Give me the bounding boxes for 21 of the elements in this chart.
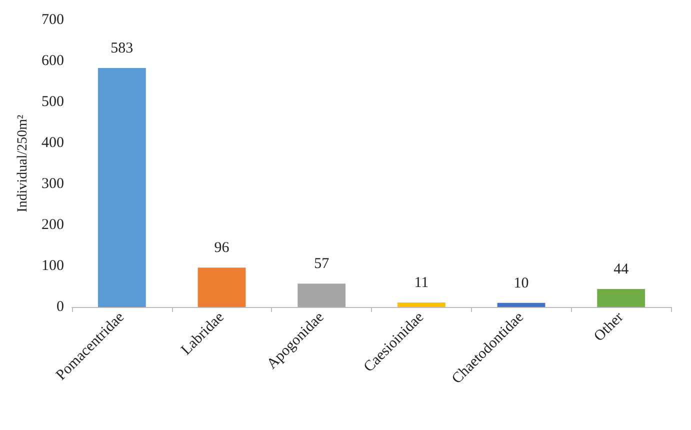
y-tick-label: 400 [42, 135, 64, 151]
y-tick-label: 700 [42, 12, 64, 28]
y-tick-label: 200 [42, 217, 64, 233]
bar [497, 302, 546, 307]
data-label: 583 [110, 40, 134, 56]
bar [597, 288, 646, 307]
data-label: 44 [614, 261, 630, 278]
bar [98, 68, 146, 307]
y-axis-title: Individual/250m² [16, 114, 30, 212]
data-label: 57 [314, 256, 330, 272]
bar [298, 284, 346, 307]
y-tick-label: 500 [42, 94, 64, 110]
y-tick-label: 600 [42, 53, 64, 69]
bar [397, 302, 446, 307]
data-label: 10 [514, 275, 529, 292]
y-tick-label: 0 [56, 299, 64, 315]
bar [198, 268, 246, 307]
y-tick-label: 300 [42, 176, 64, 192]
y-tick-label: 100 [42, 258, 64, 274]
data-label: 96 [214, 240, 230, 256]
data-label: 11 [414, 274, 429, 291]
